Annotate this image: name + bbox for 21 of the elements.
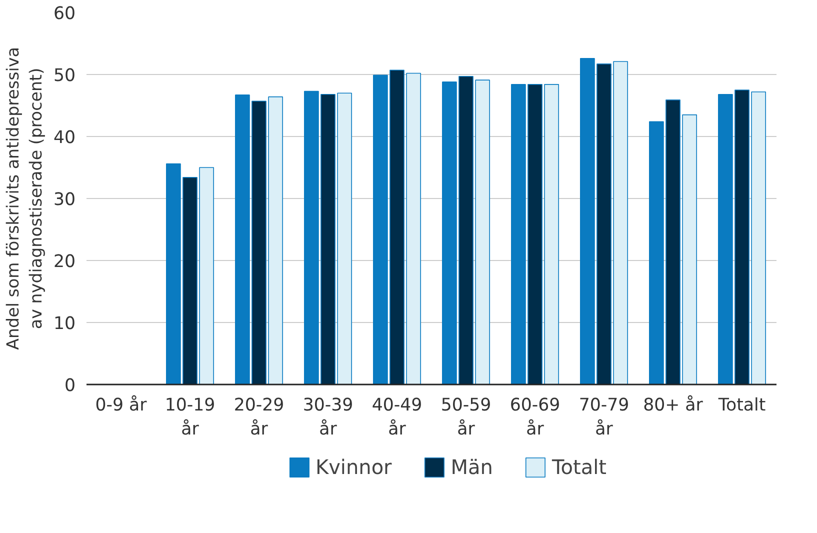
x-tick-label: 0-9 år bbox=[95, 394, 148, 416]
y-tick-label: 60 bbox=[53, 4, 76, 24]
x-tick-label: 60-69 år bbox=[510, 396, 560, 440]
x-tick-label: 10-19 år bbox=[164, 396, 216, 440]
y-tick-label: 40 bbox=[53, 128, 76, 148]
y-tick-label: 20 bbox=[53, 252, 76, 272]
y-axis-title: Andel som förskrivits antidepressiva av nydiagnostiserade (procent) bbox=[4, 47, 46, 350]
x-tick-label: 70-79 år bbox=[578, 396, 630, 440]
legend-label: Totalt bbox=[552, 455, 607, 479]
legend-label: Män bbox=[450, 455, 493, 479]
y-tick-label: 50 bbox=[53, 66, 76, 86]
legend-label: Kvinnor bbox=[315, 455, 392, 479]
x-tick-label: 20-29 år bbox=[234, 396, 284, 440]
x-tick-label: 30-39 år bbox=[302, 396, 354, 440]
x-tick-label: 50-59 år bbox=[440, 396, 492, 440]
y-tick-label: 0 bbox=[64, 376, 76, 396]
x-tick-label: 80+ år bbox=[643, 394, 704, 416]
y-tick-label: 30 bbox=[53, 190, 76, 210]
y-tick-label: 10 bbox=[53, 314, 76, 334]
x-tick-label: Totalt bbox=[717, 396, 766, 416]
x-tick-label: 40-49 år bbox=[372, 396, 422, 440]
